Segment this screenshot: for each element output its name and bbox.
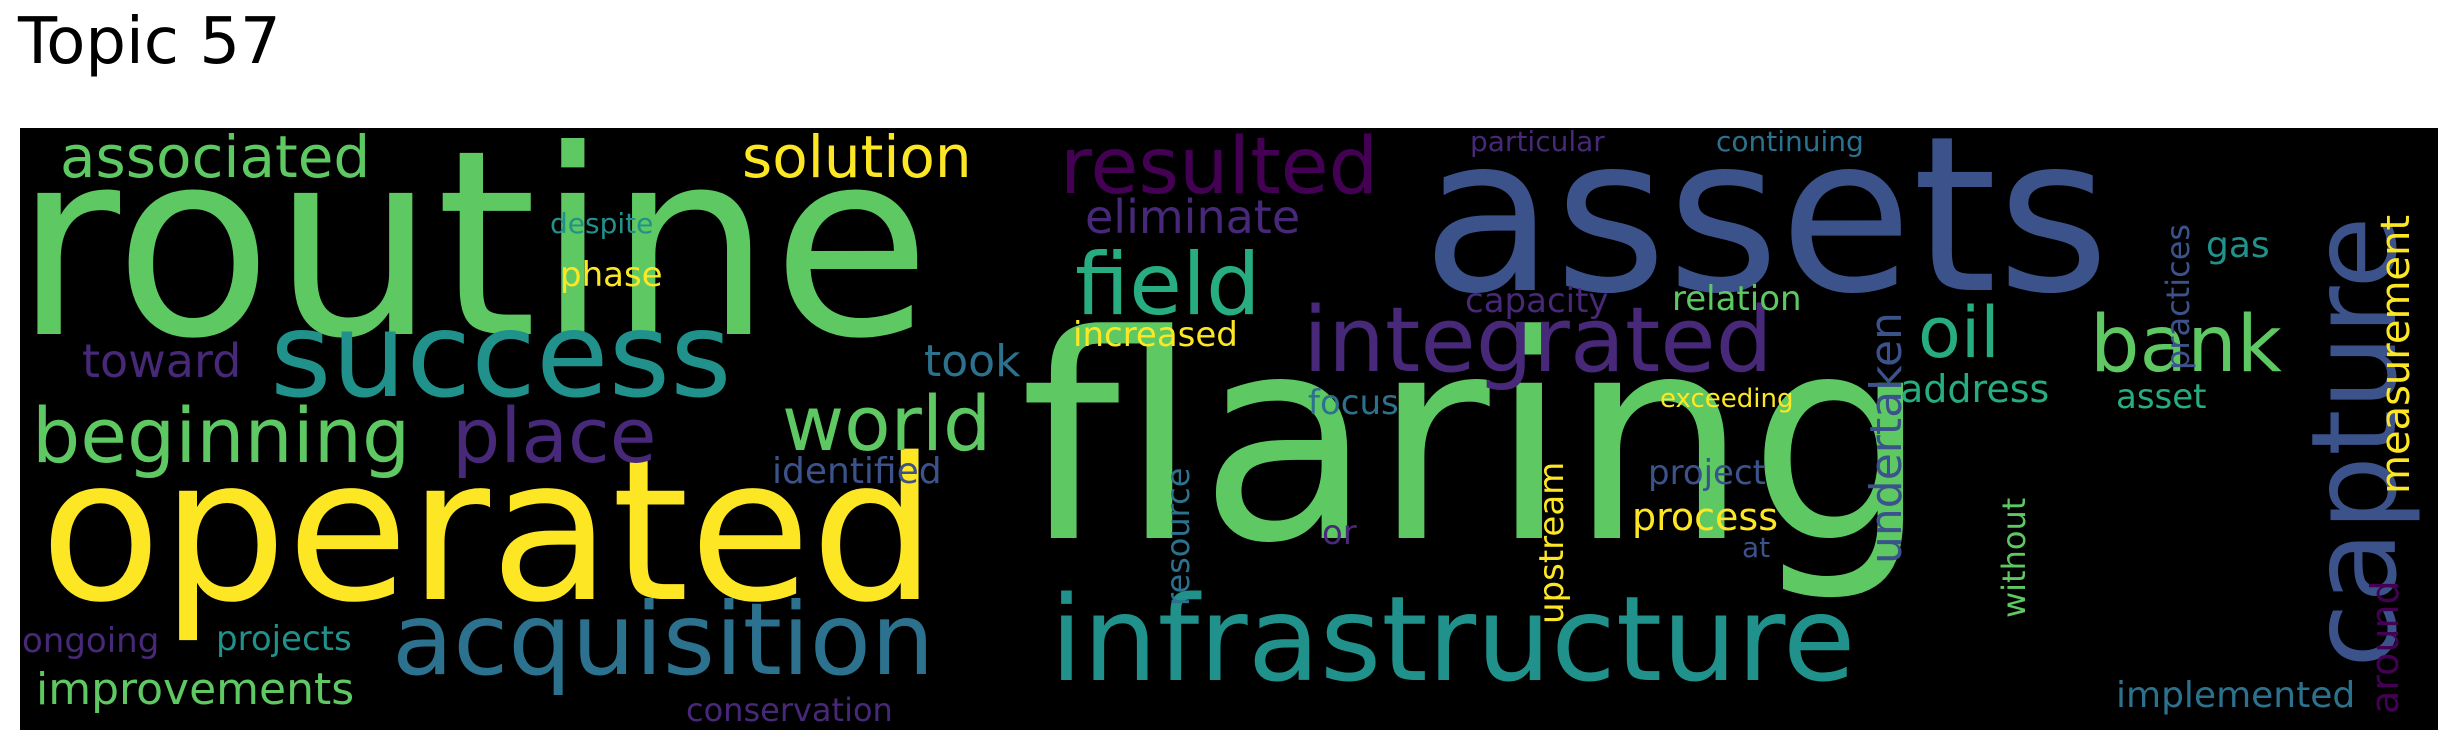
- word-resource: resource: [1159, 467, 1197, 606]
- word-resulted: resulted: [1060, 128, 1379, 212]
- word-cloud: routine assets flaring operated success …: [20, 128, 2438, 730]
- word-projects: projects: [216, 619, 352, 659]
- word-oil: oil: [1918, 292, 2000, 374]
- word-assets: assets: [1422, 128, 2110, 341]
- word-took: took: [924, 336, 1021, 387]
- word-upstream: upstream: [1532, 461, 1572, 624]
- word-increased: increased: [1073, 315, 1238, 355]
- word-continuing: continuing: [1716, 128, 1864, 158]
- page-title: Topic 57: [18, 5, 281, 79]
- word-bank: bank: [2090, 300, 2282, 390]
- word-particular: particular: [1470, 128, 1605, 158]
- word-address: address: [1900, 367, 2050, 411]
- word-improvements: improvements: [36, 664, 355, 715]
- word-practices: practices: [2159, 223, 2197, 370]
- word-flaring: flaring: [1020, 274, 1929, 605]
- word-infrastructure: infrastructure: [1050, 570, 1856, 708]
- word-operated: operated: [40, 415, 937, 646]
- word-associated: associated: [60, 128, 371, 191]
- word-toward: toward: [82, 334, 242, 388]
- word-or: or: [1322, 513, 1357, 553]
- word-capacity: capacity: [1465, 281, 1609, 321]
- word-conservation: conservation: [686, 691, 893, 729]
- word-process: process: [1632, 495, 1779, 539]
- word-field: field: [1075, 235, 1261, 335]
- word-implemented: implemented: [2116, 675, 2356, 716]
- word-measurement: measurement: [2373, 214, 2419, 494]
- word-without: without: [1995, 497, 2033, 618]
- word-focus: focus: [1308, 383, 1399, 423]
- word-solution: solution: [742, 128, 972, 191]
- word-asset: asset: [2116, 377, 2207, 417]
- word-routine: routine: [20, 128, 931, 395]
- word-undertaken: undertaken: [1861, 312, 1912, 564]
- word-around: around: [2363, 580, 2407, 714]
- word-identified: identified: [772, 451, 942, 492]
- word-project: project: [1648, 453, 1767, 493]
- word-world: world: [782, 379, 992, 468]
- word-place: place: [452, 391, 657, 480]
- word-success: success: [270, 286, 732, 424]
- word-exceeding: exceeding: [1660, 384, 1794, 414]
- word-integrated: integrated: [1303, 288, 1773, 393]
- word-gas: gas: [2206, 225, 2270, 266]
- word-relation: relation: [1672, 279, 1802, 319]
- word-acquisition: acquisition: [392, 581, 935, 698]
- word-ongoing: ongoing: [22, 621, 160, 661]
- word-phase: phase: [560, 255, 663, 295]
- word-despite: despite: [550, 207, 654, 240]
- word-eliminate: eliminate: [1085, 190, 1301, 244]
- word-at: at: [1742, 531, 1771, 564]
- word-beginning: beginning: [32, 391, 411, 480]
